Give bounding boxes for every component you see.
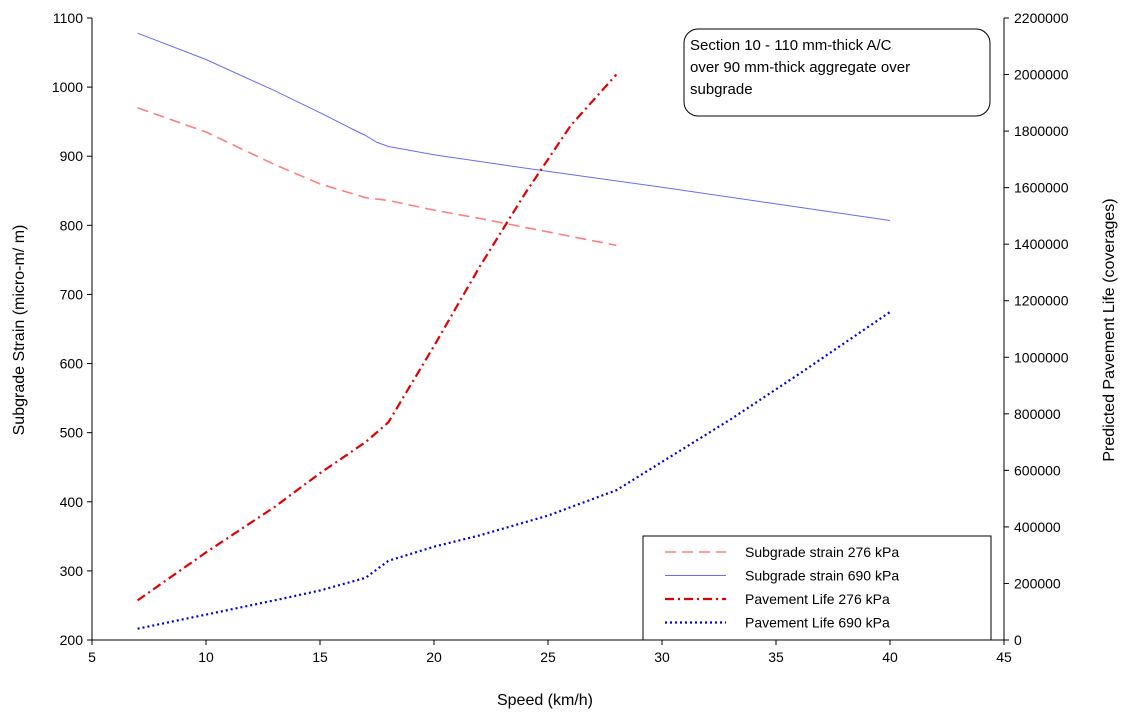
- x-tick-label: 25: [540, 649, 556, 665]
- y2-tick-label: 2200000: [1014, 10, 1069, 26]
- annotation-frame: [683, 28, 991, 117]
- y2-tick-label: 200000: [1014, 575, 1061, 591]
- series-line-subgrade-strain-276-kpa: [137, 107, 617, 247]
- y-tick-label: 400: [60, 494, 84, 510]
- y-tick-label: 700: [60, 286, 84, 302]
- series-layer: [136, 32, 891, 630]
- y-tick-label: 900: [60, 148, 84, 164]
- annotation-line-3: subgrade: [690, 81, 753, 98]
- x-axis-title: Speed (km/h): [497, 692, 593, 709]
- legend-label-subgrade-strain-690-kpa: Subgrade strain 690 kPa: [745, 568, 899, 584]
- y-tick-label: 1100: [53, 10, 83, 26]
- y-tick-label: 1000: [52, 79, 83, 95]
- y-tick-label: 300: [60, 563, 84, 579]
- y2-tick-label: 1000000: [1014, 349, 1069, 365]
- tick-labels: 5 10 15 20 25 30 35 40 45 200 300 400 500 600 700 800 90…: [52, 10, 1069, 665]
- y-tick-label: 200: [60, 632, 84, 648]
- legend: Subgrade strain 276 kPa Subgrade strain 6…: [642, 535, 992, 641]
- y2-tick-label: 1400000: [1014, 236, 1069, 252]
- annotation-line-2: over 90 mm-thick aggregate over: [690, 59, 910, 76]
- series-line-pavement-life-690-kpa: [137, 311, 891, 630]
- y2-tick-label: 400000: [1014, 519, 1061, 535]
- y2-tick-label: 1200000: [1014, 293, 1069, 309]
- y2-tick-label: 800000: [1014, 406, 1061, 422]
- legend-label-subgrade-strain-276-kpa: Subgrade strain 276 kPa: [745, 544, 899, 560]
- y-tick-label: 600: [60, 356, 84, 372]
- annotation-box: Section 10 - 110 mm-thick A/C over 90 mm…: [683, 28, 991, 117]
- x-tick-label: 20: [426, 649, 442, 665]
- y2-tick-label: 1600000: [1014, 180, 1069, 196]
- legend-label-pavement-life-690-kpa: Pavement Life 690 kPa: [745, 615, 890, 631]
- y2-tick-label: 2000000: [1014, 67, 1069, 83]
- x-tick-label: 40: [882, 649, 898, 665]
- legend-label-pavement-life-276-kpa: Pavement Life 276 kPa: [745, 591, 890, 607]
- x-tick-label: 10: [198, 649, 214, 665]
- legend-frame: [642, 535, 992, 641]
- x-tick-label: 15: [312, 649, 328, 665]
- y-tick-label: 500: [60, 425, 84, 441]
- x-tick-label: 45: [996, 649, 1012, 665]
- annotation-line-1: Section 10 - 110 mm-thick A/C: [690, 37, 892, 54]
- series-line-subgrade-strain-690-kpa: [137, 32, 891, 221]
- x-tick-label: 30: [654, 649, 670, 665]
- x-tick-label: 35: [768, 649, 784, 665]
- series-line-pavement-life-276-kpa: [136, 73, 618, 602]
- y-tick-label: 800: [60, 217, 84, 233]
- y2-axis-title: Predicted Pavement Life (coverages): [1101, 198, 1118, 461]
- y2-tick-label: 0: [1014, 632, 1022, 648]
- y-axis-title: Subgrade Strain (micro-m/ m): [11, 225, 28, 436]
- y2-tick-label: 1800000: [1014, 123, 1069, 139]
- x-tick-label: 5: [88, 649, 96, 665]
- y2-tick-label: 600000: [1014, 462, 1061, 478]
